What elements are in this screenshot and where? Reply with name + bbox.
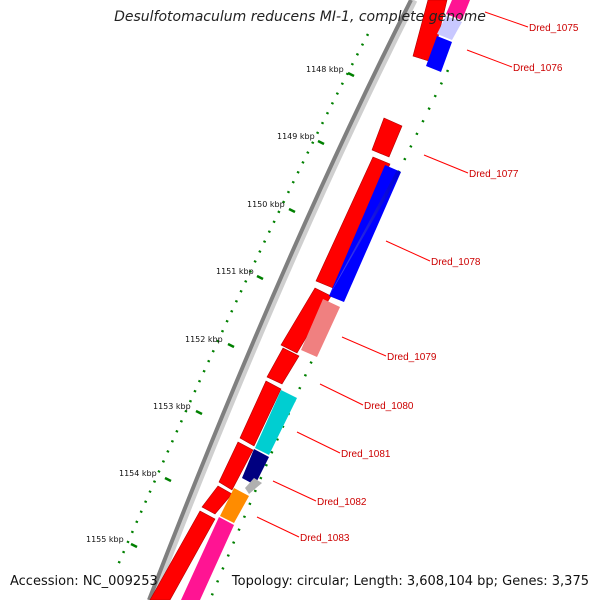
cds-feature <box>266 347 300 385</box>
accession-text: Accession: NC_009253 <box>10 574 158 589</box>
kbp-tick-marks <box>130 71 355 549</box>
kbp-label: 1153 kbp <box>153 402 191 411</box>
kbp-label: 1154 kbp <box>119 469 157 478</box>
cds-feature <box>371 117 403 158</box>
gene-label[interactable]: Dred_1077 <box>469 169 519 180</box>
genome-backbone <box>147 0 413 600</box>
kbp-labels: 1148 kbp 1149 kbp 1150 kbp 1151 kbp 1152… <box>86 65 344 544</box>
cds-feature <box>280 287 332 354</box>
outer-dotted-track <box>208 69 450 600</box>
kbp-label: 1152 kbp <box>185 335 223 344</box>
cog-feature-lightblue <box>437 16 462 40</box>
cds-feature <box>201 485 233 515</box>
cog-feature-orange <box>220 488 249 523</box>
gene-leader-lines <box>256 11 529 538</box>
gene-label[interactable]: Dred_1075 <box>529 23 579 34</box>
cog-feature-navy <box>242 449 269 485</box>
cog-feature-cyan <box>255 390 297 455</box>
kbp-label: 1150 kbp <box>247 200 285 209</box>
gene-label[interactable]: Dred_1081 <box>341 449 391 460</box>
cds-feature <box>218 441 254 491</box>
gene-label[interactable]: Dred_1076 <box>513 63 563 74</box>
gene-label[interactable]: Dred_1080 <box>364 401 414 412</box>
cog-feature-blue <box>426 36 452 72</box>
kbp-label: 1151 kbp <box>216 267 254 276</box>
gene-label[interactable]: Dred_1078 <box>431 257 481 268</box>
cds-feature <box>239 380 282 447</box>
gene-label[interactable]: Dred_1083 <box>300 533 350 544</box>
gene-label[interactable]: Dred_1082 <box>317 497 367 508</box>
map-title: Desulfotomaculum reducens MI-1, complete… <box>114 9 486 25</box>
kbp-label: 1149 kbp <box>277 132 315 141</box>
cog-feature-magenta <box>181 517 234 600</box>
cog-feature-pink <box>301 299 340 357</box>
genome-backbone-shadow <box>148 0 418 600</box>
gene-label[interactable]: Dred_1079 <box>387 352 437 363</box>
topology-text: Topology: circular; Length: 3,608,104 bp… <box>231 574 589 589</box>
cog-feature-grey <box>245 478 262 494</box>
cog-cds-track <box>181 0 470 600</box>
kbp-label: 1148 kbp <box>306 65 344 74</box>
cds-feature <box>149 510 216 600</box>
cog-feature-magenta <box>446 0 470 20</box>
gene-labels: Dred_1075 Dred_1076 Dred_1077 Dred_1078 … <box>300 23 579 544</box>
forward-cds-track <box>149 0 448 600</box>
gc-skew-dotted-track <box>116 33 370 566</box>
kbp-label: 1155 kbp <box>86 535 124 544</box>
